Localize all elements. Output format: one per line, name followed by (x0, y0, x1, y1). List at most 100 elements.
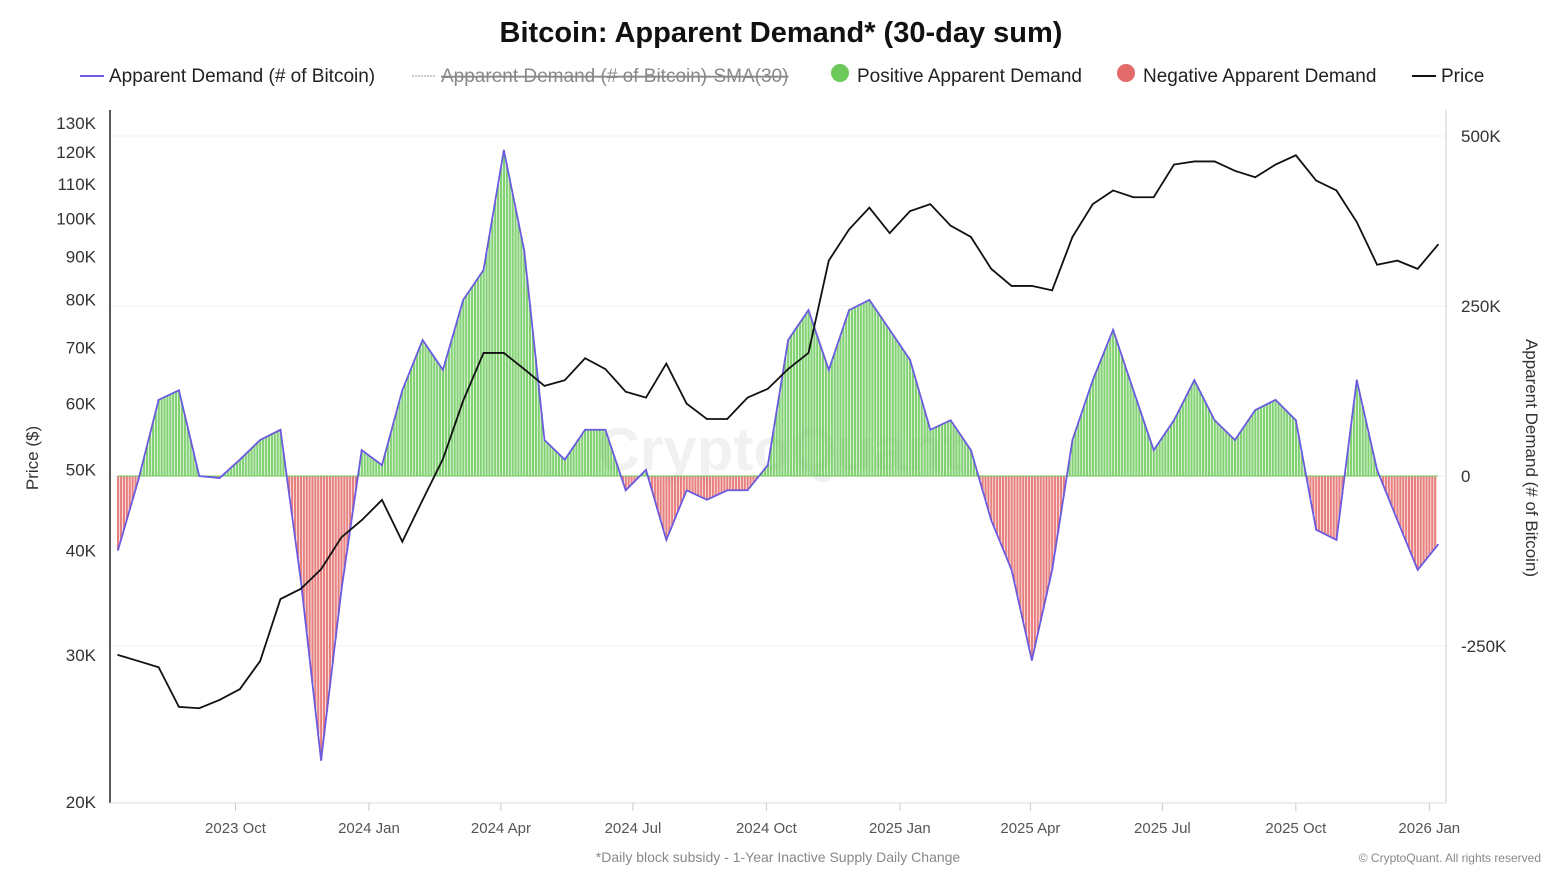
positive-demand-bar (879, 316, 883, 476)
negative-demand-bar (737, 476, 741, 491)
y-left-tick-label: 90K (66, 248, 97, 267)
demand-point (1274, 399, 1277, 401)
price-point (726, 418, 729, 420)
price-point (868, 206, 871, 209)
y-right-tick-label: 250K (1461, 297, 1501, 316)
negative-demand-bar (296, 476, 300, 559)
positive-demand-bar (891, 334, 894, 476)
positive-demand-bar (1199, 391, 1202, 476)
positive-demand-bar (462, 299, 465, 476)
positive-demand-bar (447, 349, 450, 476)
positive-demand-bar (502, 150, 506, 476)
positive-demand-bar (595, 429, 598, 476)
negative-demand-bar (346, 476, 349, 551)
positive-demand-bar (900, 346, 903, 476)
negative-demand-bar (700, 476, 703, 498)
positive-demand-bar (499, 167, 503, 476)
negative-demand-bar (325, 476, 329, 712)
negative-demand-bar (749, 476, 752, 487)
positive-demand-bar (1222, 428, 1225, 476)
negative-demand-bar (1059, 476, 1063, 515)
positive-demand-bar (427, 348, 430, 476)
positive-demand-bar (1097, 365, 1100, 476)
positive-demand-bar (897, 342, 900, 476)
price-point (239, 688, 241, 690)
negative-demand-bar (1419, 476, 1422, 567)
positive-demand-bar (575, 442, 578, 476)
positive-demand-bar (1231, 437, 1234, 476)
positive-demand-bar (772, 429, 775, 476)
price-point (929, 203, 932, 205)
positive-demand-bar (874, 308, 877, 476)
positive-demand-bar (932, 428, 935, 476)
y-left-tick-label: 60K (66, 395, 97, 414)
positive-demand-bar (1152, 450, 1155, 476)
negative-demand-bar (334, 476, 337, 639)
negative-demand-bar (665, 476, 668, 540)
price-point (1071, 236, 1074, 238)
positive-demand-bar (1129, 381, 1132, 476)
negative-demand-bar (674, 476, 677, 519)
positive-demand-bar (865, 301, 868, 476)
negative-demand-bar (1434, 476, 1437, 549)
positive-demand-bar (421, 340, 424, 476)
legend-marker-icon (1117, 64, 1135, 82)
positive-demand-bar (557, 454, 561, 476)
positive-demand-bar (511, 193, 514, 476)
apparent-demand-line[interactable] (117, 150, 1439, 761)
legend-item[interactable]: Positive Apparent Demand (831, 64, 1082, 87)
price-point (503, 352, 505, 354)
legend-item[interactable]: Apparent Demand (# of Bitcoin)-SMA(30) (412, 66, 788, 87)
negative-demand-bar (1062, 476, 1065, 496)
negative-demand-bar (1399, 476, 1402, 528)
positive-demand-bar (453, 329, 456, 476)
positive-demand-bar (262, 438, 265, 476)
positive-demand-bar (615, 464, 619, 476)
demand-point (563, 458, 566, 461)
positive-demand-bar (801, 318, 804, 476)
negative-demand-bar (131, 476, 134, 501)
legend-label: Positive Apparent Demand (857, 66, 1082, 87)
legend-item[interactable]: Apparent Demand (# of Bitcoin) (80, 66, 375, 87)
price-point (1396, 259, 1399, 262)
price-point (807, 352, 810, 354)
legend-item[interactable]: Negative Apparent Demand (1117, 64, 1376, 87)
positive-demand-bar (482, 269, 485, 476)
positive-demand-bar (819, 344, 822, 476)
demand-point (1416, 569, 1419, 571)
positive-demand-bar (180, 402, 184, 476)
chart-title: Bitcoin: Apparent Demand* (30-day sum) (500, 17, 1063, 49)
price-point (1010, 285, 1013, 287)
positive-demand-bar (862, 302, 865, 476)
demand-point (239, 458, 241, 461)
positive-demand-bar (439, 365, 442, 476)
legend-item[interactable]: Price (1412, 66, 1484, 87)
positive-demand-bar (166, 395, 169, 476)
positive-demand-bar (1207, 408, 1211, 476)
negative-demand-bar (1384, 476, 1387, 492)
price-point (848, 228, 850, 231)
positive-demand-bar (964, 441, 967, 476)
positive-demand-bar (505, 164, 508, 476)
price-line[interactable] (117, 154, 1439, 710)
negative-demand-bar (705, 476, 709, 500)
negative-demand-bar (668, 476, 671, 533)
negative-demand-bar (340, 476, 343, 591)
positive-demand-bar (523, 250, 526, 476)
negative-demand-bar (1045, 476, 1048, 596)
negative-demand-bar (703, 476, 706, 499)
positive-demand-bar (1088, 388, 1092, 476)
price-point (1091, 203, 1094, 205)
negative-demand-bar (650, 476, 654, 490)
positive-demand-bar (360, 450, 363, 476)
positive-demand-bar (1228, 434, 1231, 476)
negative-demand-bar (984, 476, 987, 501)
positive-demand-bar (894, 338, 897, 476)
positive-demand-bar (537, 385, 540, 476)
x-tick-label: 2024 Jan (338, 820, 400, 837)
positive-demand-bar (1103, 351, 1106, 476)
positive-demand-bar (1077, 422, 1080, 476)
positive-demand-bar (1149, 441, 1152, 476)
demand-point (279, 428, 282, 431)
